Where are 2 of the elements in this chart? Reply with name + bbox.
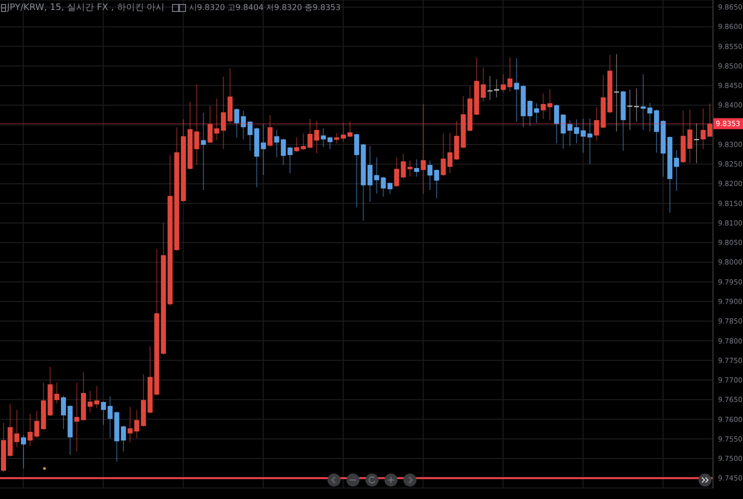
- chart-title: JPY/KRW, 15, 실시간 FX , 하이킨 아시: [7, 2, 165, 14]
- chart-subtitle: 시9.8320 고9.8404 저9.8320 종9.8353: [189, 2, 341, 14]
